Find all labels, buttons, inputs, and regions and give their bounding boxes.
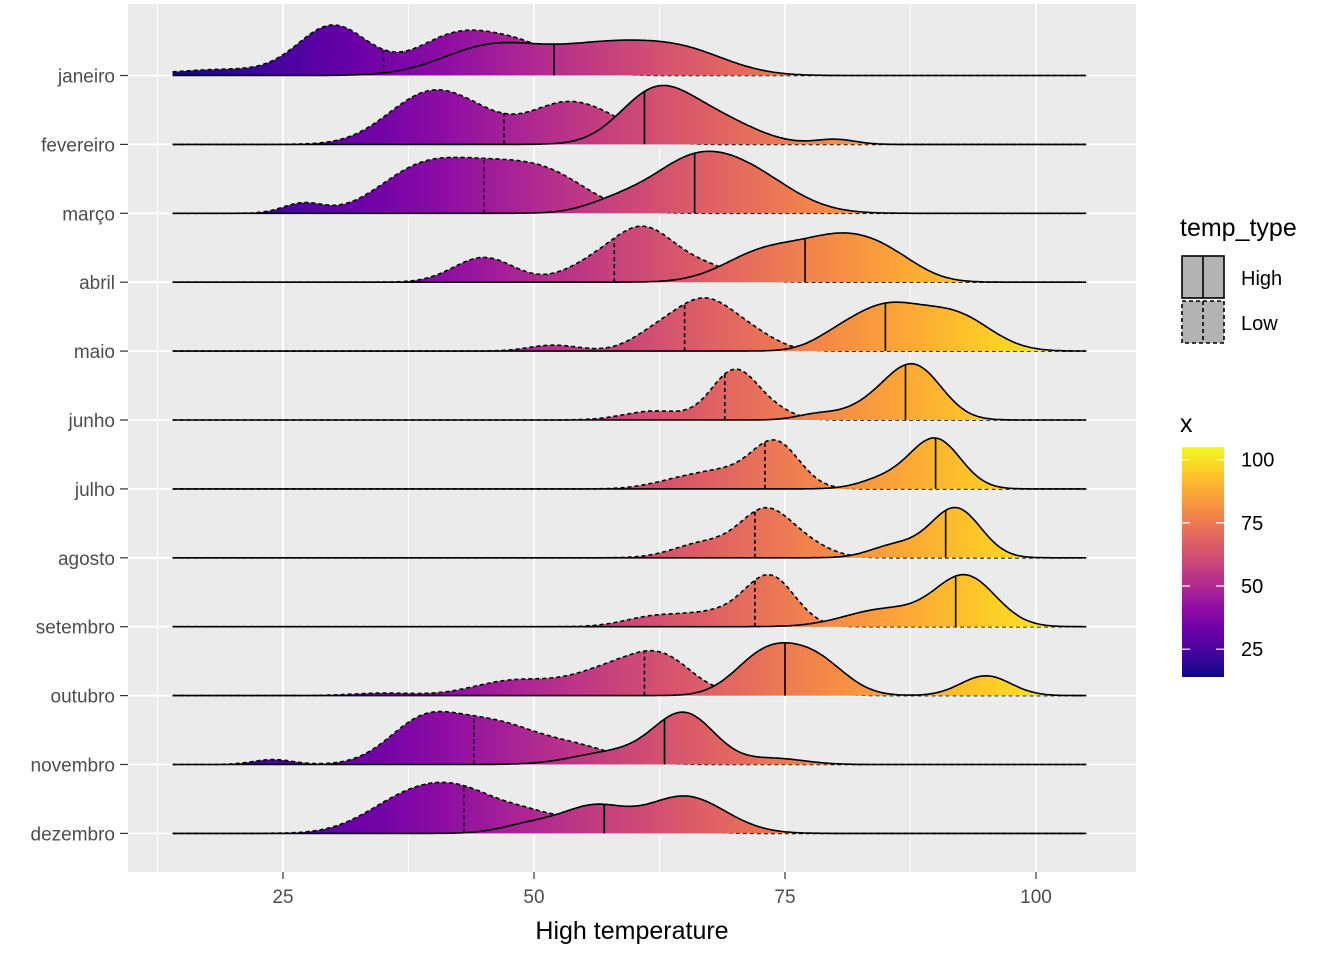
colorbar-label: 25 (1241, 639, 1263, 661)
y-tick-label: março (62, 204, 115, 225)
density-line-high (172, 232, 1087, 283)
density-fill-high (172, 712, 1087, 765)
x-axis-title: High temperature (535, 917, 728, 945)
density-line-low (172, 296, 1087, 352)
colorbar-label: 100 (1241, 450, 1274, 472)
legend-key-low: Low (1181, 300, 1278, 344)
density-fill-high (172, 642, 1087, 696)
ridge-janeiro (172, 24, 1087, 77)
ridge-maio (172, 296, 1087, 352)
x-axis: 25 50 75 100 (272, 872, 1052, 908)
ridge-março (172, 150, 1087, 215)
density-line-high (172, 506, 1087, 559)
legend-label: High (1241, 268, 1282, 290)
ridge-agosto (172, 506, 1087, 559)
density-fill-high (172, 151, 1087, 214)
density-line-high (172, 84, 1087, 146)
y-tick-label: fevereiro (41, 135, 115, 156)
density-line-high (172, 39, 1087, 77)
density-fill-low (172, 25, 1087, 76)
y-tick-label: julho (74, 480, 115, 501)
ridge-abril (172, 225, 1087, 283)
density-line-high (172, 437, 1087, 490)
density-fill-high (172, 85, 1087, 145)
y-tick-label: abril (79, 273, 115, 294)
density-line-high (172, 150, 1087, 215)
density-fill-high (172, 232, 1087, 283)
x-tick-label: 75 (774, 887, 795, 908)
x-tick-label: 100 (1020, 887, 1052, 908)
density-fill-high (172, 302, 1087, 352)
y-tick-label: maio (74, 342, 115, 363)
density-fill-low (172, 157, 1087, 214)
density-line-high (172, 362, 1087, 421)
legend-label: Low (1241, 313, 1278, 335)
ridge-setembro (172, 573, 1087, 628)
y-tick-label: junho (68, 411, 116, 432)
ridge-novembro (172, 710, 1087, 766)
density-fill-low (172, 226, 1087, 283)
density-line-high (172, 301, 1087, 352)
y-tick-label: setembro (36, 618, 115, 639)
legend-temp-type: temp_type High Low (1180, 214, 1297, 344)
ridge-junho (172, 362, 1087, 421)
y-tick-label: outubro (51, 687, 115, 708)
legend-key-high: High (1181, 255, 1282, 299)
density-line-high (172, 573, 1087, 628)
ridge-dezembro (172, 781, 1087, 835)
density-fill-high (172, 507, 1087, 558)
y-axis-labels: janeiro fevereiro março abril maio junho julho… (31, 67, 128, 845)
density-fill-high (172, 363, 1087, 420)
legend-temp-type-title: temp_type (1180, 214, 1297, 242)
ridge-fevereiro (172, 84, 1087, 146)
colorbar-label: 75 (1241, 513, 1263, 535)
density-fill-low (172, 782, 1087, 834)
y-tick-label: novembro (31, 756, 116, 777)
density-line-high (172, 642, 1087, 697)
plot-panel (128, 4, 1136, 872)
ridge-julho (172, 437, 1087, 490)
density-fill-high (172, 437, 1087, 489)
density-fill-low (172, 650, 1087, 696)
density-line-low (172, 439, 1087, 490)
x-tick-label: 25 (272, 887, 293, 908)
y-tick-label: janeiro (57, 67, 115, 88)
x-tick-label: 50 (523, 887, 544, 908)
density-fill-low (172, 711, 1087, 765)
legend-fill: x 25 50 75 100 (1180, 410, 1274, 677)
y-tick-label: agosto (58, 549, 115, 570)
colorbar-label: 50 (1241, 576, 1263, 598)
density-fill-high (172, 795, 1087, 834)
ridge-outubro (172, 642, 1087, 697)
density-line-high (172, 795, 1087, 835)
density-fill-low (172, 89, 1087, 145)
legend-fill-title: x (1180, 410, 1193, 438)
density-fill-high (172, 40, 1087, 76)
density-line-high (172, 711, 1087, 766)
density-ridges (172, 24, 1087, 835)
y-tick-label: dezembro (31, 824, 116, 845)
colorbar (1182, 447, 1224, 677)
